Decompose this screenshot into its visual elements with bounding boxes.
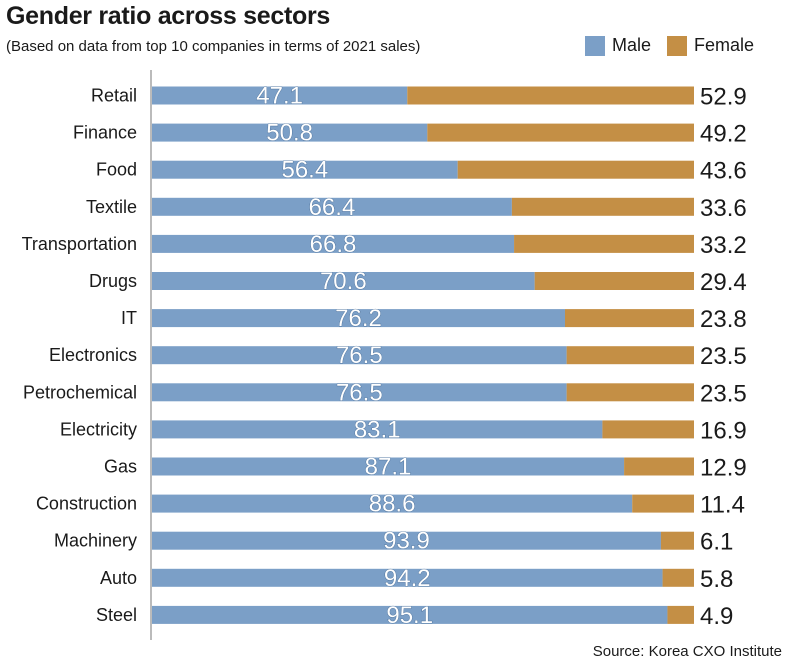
bar-female-retail xyxy=(407,86,694,105)
legend-label-male: Male xyxy=(611,35,651,55)
data-label-male-transportation: 66.8 xyxy=(310,231,357,258)
legend-item-female: Female xyxy=(666,35,754,56)
bar-male-machinery xyxy=(152,531,661,550)
data-label-male-textile: 66.4 xyxy=(309,194,356,221)
category-label-drugs: Drugs xyxy=(89,271,137,291)
data-label-male-electronics: 76.5 xyxy=(336,342,383,369)
bar-male-steel xyxy=(152,605,668,624)
legend-label-female: Female xyxy=(693,35,754,55)
data-label-male-machinery: 93.9 xyxy=(383,528,430,555)
data-label-male-it: 76.2 xyxy=(335,305,382,332)
category-label-electricity: Electricity xyxy=(60,419,137,439)
bar-male-gas xyxy=(152,457,625,476)
category-label-food: Food xyxy=(96,160,137,180)
category-label-petrochemical: Petrochemical xyxy=(23,382,137,402)
bar-female-construction xyxy=(632,494,694,513)
source-note: Source: Korea CXO Institute xyxy=(592,643,782,660)
bar-male-electronics xyxy=(152,346,567,365)
chart-title: Gender ratio across sectors xyxy=(6,2,330,30)
data-label-male-retail: 47.1 xyxy=(256,83,303,110)
data-label-female-it: 23.8 xyxy=(700,306,747,333)
bar-female-transportation xyxy=(514,234,694,253)
data-label-female-auto: 5.8 xyxy=(700,566,733,593)
bar-female-machinery xyxy=(660,531,694,550)
bar-male-textile xyxy=(152,197,512,216)
bar-male-construction xyxy=(152,494,633,513)
data-label-male-auto: 94.2 xyxy=(384,565,431,592)
bar-female-electricity xyxy=(602,420,694,439)
category-label-auto: Auto xyxy=(100,568,137,588)
bar-female-finance xyxy=(427,123,694,142)
bar-male-finance xyxy=(152,123,428,142)
bar-male-auto xyxy=(152,568,663,587)
data-label-male-gas: 87.1 xyxy=(365,454,412,481)
data-label-male-finance: 50.8 xyxy=(266,120,313,147)
bar-female-gas xyxy=(624,457,694,476)
bar-male-it xyxy=(152,309,566,328)
category-label-transportation: Transportation xyxy=(22,234,137,254)
category-label-textile: Textile xyxy=(86,197,137,217)
data-label-male-drugs: 70.6 xyxy=(320,268,367,295)
bar-female-it xyxy=(565,309,694,328)
category-label-steel: Steel xyxy=(96,605,137,625)
data-label-female-textile: 33.6 xyxy=(700,195,747,222)
legend-swatch-male xyxy=(584,35,605,56)
data-label-female-petrochemical: 23.5 xyxy=(700,380,747,407)
bar-female-drugs xyxy=(534,272,694,290)
bar-female-textile xyxy=(511,197,694,216)
category-label-finance: Finance xyxy=(73,123,137,143)
category-label-construction: Construction xyxy=(36,494,137,514)
bar-male-retail xyxy=(152,86,408,105)
bar-male-drugs xyxy=(152,272,535,290)
bar-female-electronics xyxy=(566,346,694,365)
bar-female-food xyxy=(457,160,694,179)
bar-male-petrochemical xyxy=(152,383,567,402)
legend: Male Female xyxy=(569,35,754,56)
data-label-female-machinery: 6.1 xyxy=(700,529,733,556)
data-label-male-steel: 95.1 xyxy=(386,602,433,629)
data-label-female-finance: 49.2 xyxy=(700,121,747,148)
category-label-electronics: Electronics xyxy=(49,345,137,365)
data-label-female-electronics: 23.5 xyxy=(700,343,747,370)
data-label-female-electricity: 16.9 xyxy=(700,417,747,444)
data-label-female-construction: 11.4 xyxy=(700,492,745,519)
data-label-female-retail: 52.9 xyxy=(700,84,747,111)
data-label-female-drugs: 29.4 xyxy=(700,269,747,296)
chart-subtitle: (Based on data from top 10 companies in … xyxy=(6,38,421,55)
category-label-it: IT xyxy=(121,308,137,328)
bar-male-electricity xyxy=(152,420,603,439)
data-label-female-steel: 4.9 xyxy=(700,603,733,630)
data-label-female-transportation: 33.2 xyxy=(700,232,747,259)
data-label-male-petrochemical: 76.5 xyxy=(336,379,383,406)
bar-male-transportation xyxy=(152,234,515,253)
category-label-retail: Retail xyxy=(91,86,137,106)
data-label-male-food: 56.4 xyxy=(281,157,328,184)
category-label-gas: Gas xyxy=(104,457,137,477)
data-label-male-electricity: 83.1 xyxy=(354,416,401,443)
data-label-female-food: 43.6 xyxy=(700,158,747,185)
bar-female-auto xyxy=(662,568,694,587)
legend-item-male: Male xyxy=(584,35,651,56)
data-label-male-construction: 88.6 xyxy=(369,491,416,518)
data-label-female-gas: 12.9 xyxy=(700,455,747,482)
bar-female-petrochemical xyxy=(566,383,694,402)
category-label-machinery: Machinery xyxy=(54,531,137,551)
legend-swatch-female xyxy=(666,35,687,56)
bar-male-food xyxy=(152,160,458,179)
bar-female-steel xyxy=(667,605,694,624)
